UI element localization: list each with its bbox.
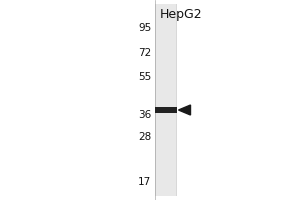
Bar xyxy=(154,4,177,196)
Bar xyxy=(154,107,177,113)
Text: HepG2: HepG2 xyxy=(159,8,202,21)
Text: 72: 72 xyxy=(138,48,152,58)
Text: 17: 17 xyxy=(138,177,152,187)
Bar xyxy=(156,4,176,196)
Text: 55: 55 xyxy=(138,72,152,82)
Text: 36: 36 xyxy=(138,110,152,120)
Polygon shape xyxy=(178,105,190,115)
Text: 95: 95 xyxy=(138,23,152,33)
Text: 28: 28 xyxy=(138,132,152,142)
